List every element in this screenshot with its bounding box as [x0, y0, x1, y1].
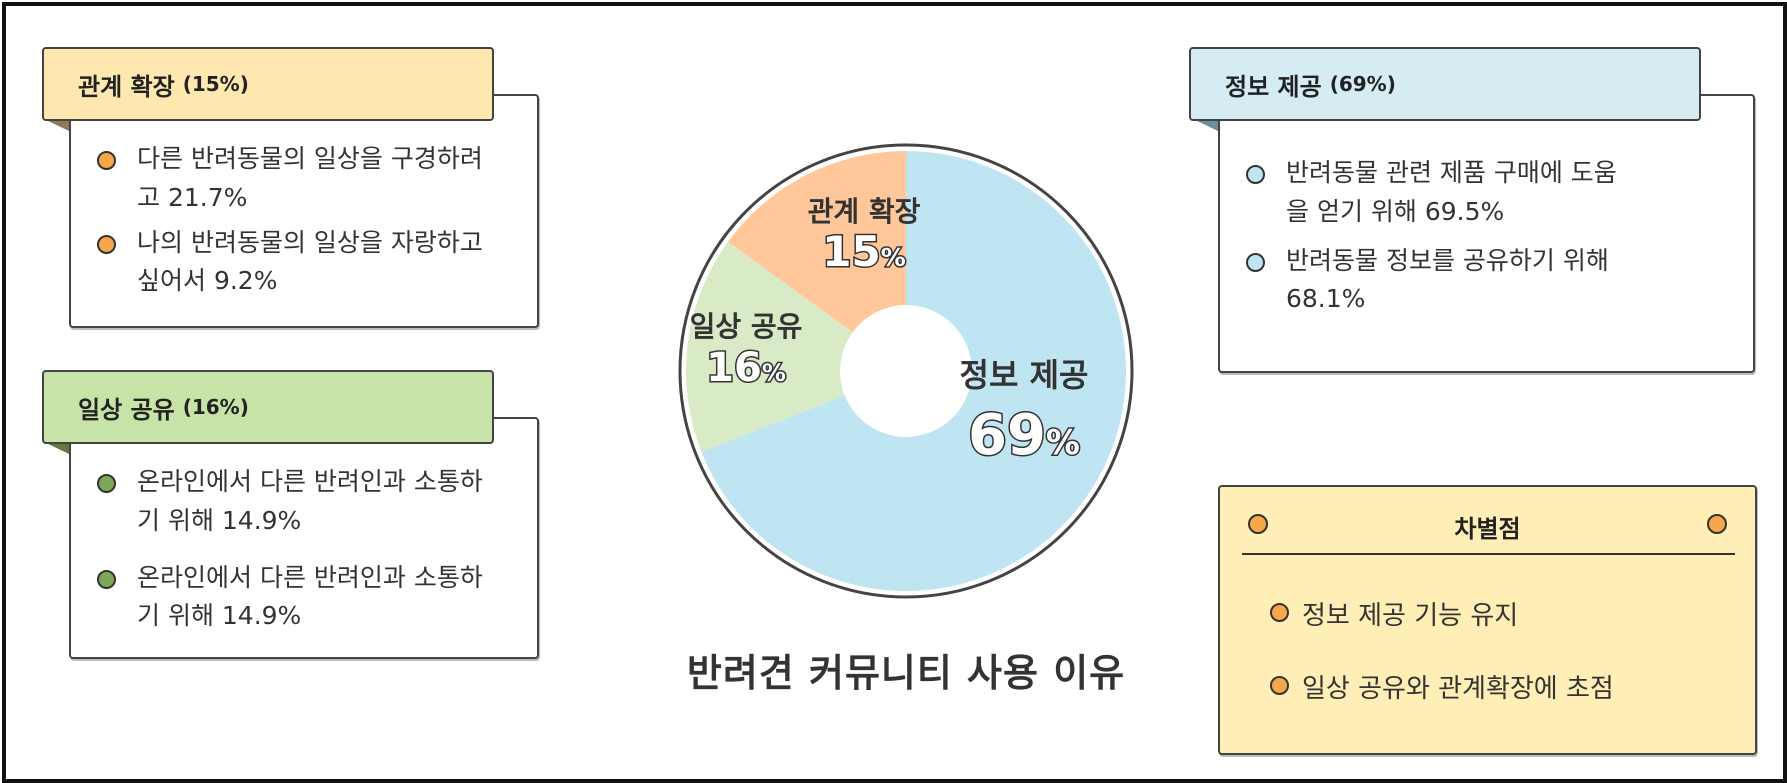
bullet-dot-icon — [97, 234, 116, 254]
slice-relation-expansion — [728, 151, 906, 333]
card-relation-title: 관계 확장 (15%) — [42, 47, 494, 121]
list-item: 정보 제공 기능 유지 — [1270, 595, 1614, 632]
chart-title: 반려견 커뮤니티 사용 이유 — [686, 651, 1126, 695]
card-info-title: 정보 제공 (69%) — [1189, 47, 1701, 121]
slice-label-name: 일상 공유 — [690, 310, 803, 343]
slice-daily-share — [686, 241, 853, 452]
bullet-dot-icon — [1246, 165, 1265, 184]
list-item: 반려동물 정보를 공유하기 위해 68.1% — [1246, 242, 1617, 320]
card-daily-body: 온라인에서 다른 반려인과 소통하 기 위해 14.9% 온라인에서 다른 반려… — [69, 417, 539, 659]
bullet-dot-icon — [1270, 603, 1289, 622]
bullet-dot-icon — [1246, 252, 1265, 272]
differentiation-list: 정보 제공 기능 유지 일상 공유와 관계확장에 초점 — [1270, 595, 1614, 741]
list-item: 온라인에서 다른 반려인과 소통하 기 위해 14.9% — [97, 463, 483, 541]
card-relation-body: 다른 반려동물의 일상을 구경하려 고 21.7% 나의 반려동물의 일상을 자… — [69, 94, 539, 328]
bullet-dot-icon — [97, 474, 116, 493]
bullet-dot-icon — [97, 569, 116, 589]
slice-label-name: 정보 제공 — [960, 356, 1089, 394]
card-info-body: 반려동물 관련 제품 구매에 도움 을 얻기 위해 69.5% 반려동물 정보를… — [1218, 94, 1755, 373]
card-daily-list: 온라인에서 다른 반려인과 소통하 기 위해 14.9% 온라인에서 다른 반려… — [97, 463, 483, 636]
list-item: 나의 반려동물의 일상을 자랑하고 싶어서 9.2% — [97, 224, 483, 302]
slice-label-percent: 69% — [968, 403, 1080, 468]
list-item: 반려동물 관련 제품 구매에 도움 을 얻기 위해 69.5% — [1246, 154, 1617, 232]
list-item: 일상 공유와 관계확장에 초점 — [1270, 668, 1614, 705]
bullet-dot-icon — [1270, 676, 1289, 695]
card-daily-title: 일상 공유 (16%) — [42, 370, 494, 444]
bullet-dot-icon — [97, 151, 116, 170]
tab-fold-icon — [44, 119, 69, 131]
card-relation-list: 다른 반려동물의 일상을 구경하려 고 21.7% 나의 반려동물의 일상을 자… — [97, 140, 483, 301]
pin-hole-right-icon — [1707, 514, 1727, 534]
differentiation-box: 차별점 정보 제공 기능 유지 일상 공유와 관계확장에 초점 — [1218, 485, 1757, 755]
tab-fold-icon — [1193, 119, 1218, 131]
slice-label-percent: 15% — [822, 227, 906, 276]
list-item: 다른 반려동물의 일상을 구경하려 고 21.7% — [97, 140, 483, 218]
slice-info-provision — [701, 151, 1126, 591]
donut-chart: 정보 제공 69% 일상 공유 16% 관계 확장 15% — [671, 136, 1141, 606]
slice-label-name: 관계 확장 — [808, 195, 921, 228]
differentiation-title: 차별점 — [1454, 515, 1521, 543]
card-info-list: 반려동물 관련 제품 구매에 도움 을 얻기 위해 69.5% 반려동물 정보를… — [1246, 154, 1617, 319]
slice-label-percent: 16% — [706, 345, 786, 391]
tab-fold-icon — [44, 442, 69, 454]
pin-hole-left-icon — [1248, 514, 1268, 534]
list-item: 온라인에서 다른 반려인과 소통하 기 위해 14.9% — [97, 559, 483, 637]
divider — [1242, 553, 1735, 555]
